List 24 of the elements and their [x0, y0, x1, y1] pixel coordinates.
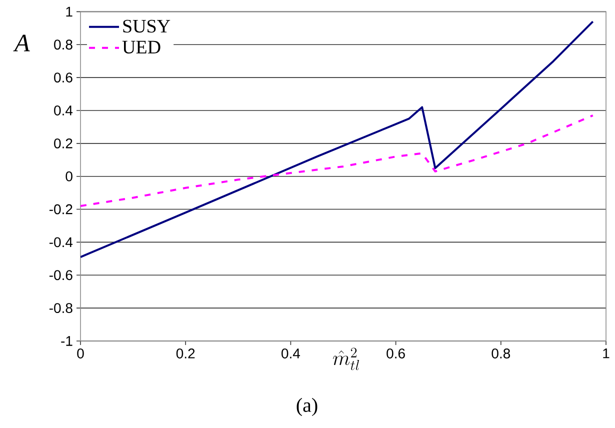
y-tick-label: -0.8 [49, 303, 72, 314]
y-tick-label: -0.6 [49, 270, 72, 280]
y-tick-label: -1 [61, 336, 72, 346]
y-tick-label: 0 [66, 171, 72, 182]
y-tick-label: 1 [66, 6, 72, 17]
y-tick-label: 0.8 [54, 40, 72, 50]
legend-label: UED [122, 40, 160, 54]
y-tick-label: 0.6 [54, 72, 72, 83]
x-tick-label: 0.4 [282, 348, 300, 358]
line-series [80, 20, 594, 258]
x-axis-title: $\hat{m}_{tl}^2$ [333, 348, 360, 370]
x-tick-label: 0.8 [492, 348, 510, 358]
line-series [80, 114, 594, 207]
y-axis-title: A [13, 34, 30, 52]
x-tick-label: 0.2 [176, 348, 195, 358]
y-tick-label: -0.2 [49, 204, 72, 214]
x-tick-label: 0 [77, 348, 84, 358]
text: (a) [296, 398, 318, 416]
y-tick-label: -0.4 [49, 237, 73, 248]
legend-label: SUSY [123, 20, 170, 33]
y-tick-label: 0.4 [54, 106, 73, 116]
x-tick-label: 1 [603, 348, 610, 358]
x-tick-label: 0.6 [386, 348, 405, 358]
y-tick-label: 0.2 [54, 138, 72, 148]
